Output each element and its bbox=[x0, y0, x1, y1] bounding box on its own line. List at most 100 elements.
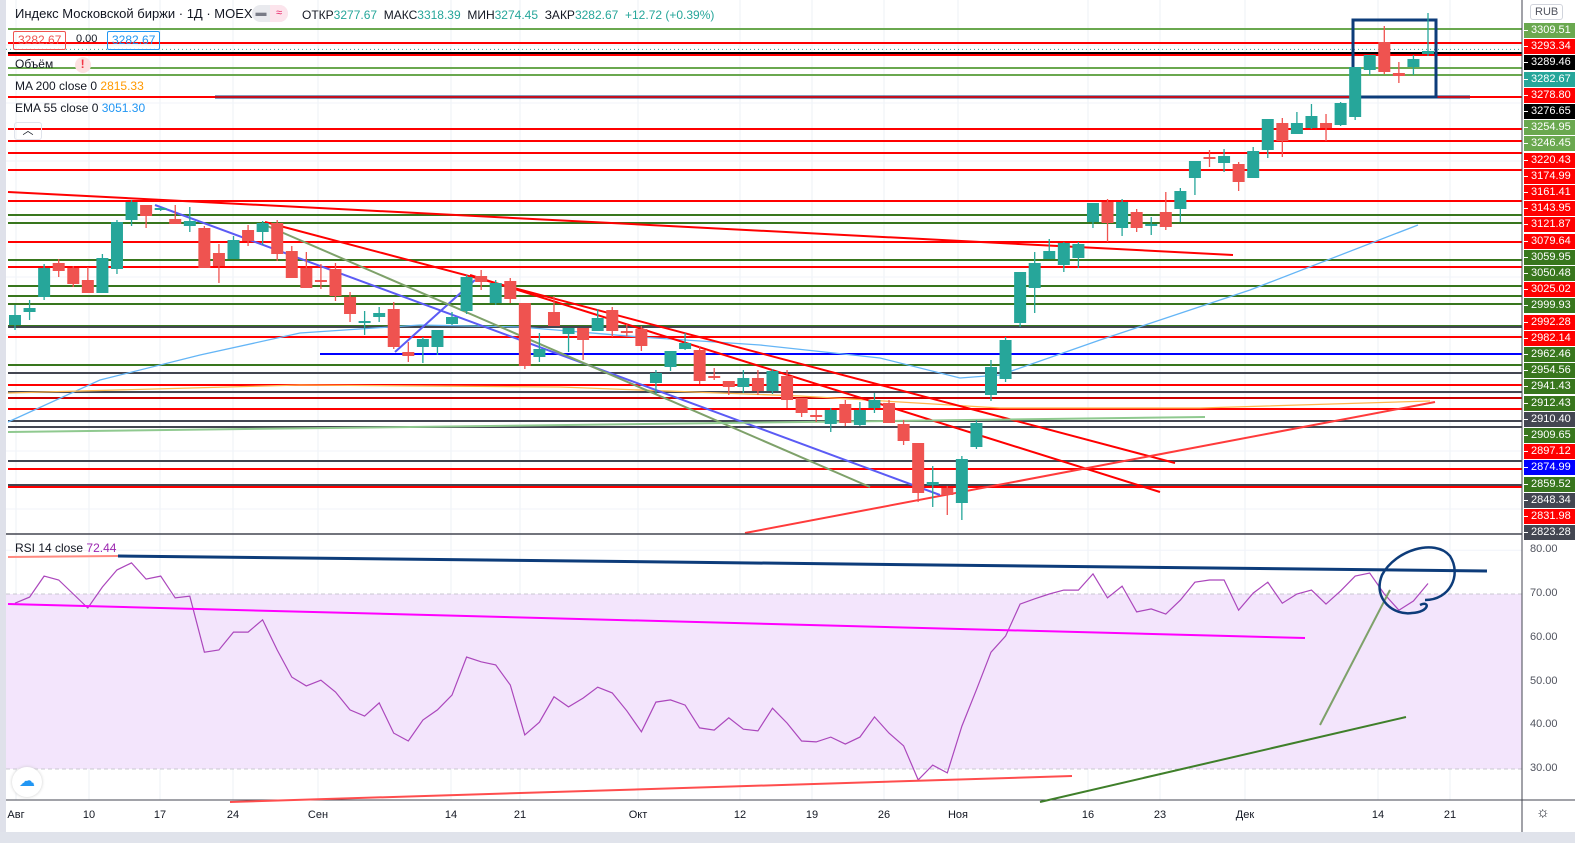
time-axis-label: 14 bbox=[1371, 809, 1385, 821]
candle-body bbox=[504, 281, 517, 299]
rsi-support-line bbox=[229, 775, 1073, 803]
candle-body bbox=[256, 223, 269, 232]
price-label: 2874.99 bbox=[1524, 460, 1575, 476]
close-label: ЗАКР bbox=[544, 8, 575, 22]
display-mode-toggle[interactable]: ▬ ≈ bbox=[252, 5, 288, 22]
candle-body bbox=[1407, 59, 1420, 67]
candle-body bbox=[577, 328, 590, 340]
candle-body bbox=[664, 351, 677, 367]
rsi-trend-line bbox=[1039, 716, 1407, 803]
trend-line bbox=[7, 416, 1206, 433]
symbol-title[interactable]: Индекс Московской биржи · 1Д · MOEX bbox=[15, 6, 253, 21]
candle-body bbox=[52, 263, 65, 271]
tradingview-logo-icon[interactable]: ☁ bbox=[12, 767, 42, 797]
candle-body bbox=[140, 205, 153, 216]
rsi-label: RSI 14 close bbox=[15, 541, 84, 555]
candle-body bbox=[1349, 67, 1362, 117]
candle-body bbox=[533, 349, 546, 357]
buy-price-box[interactable]: 3282.67 bbox=[107, 31, 161, 50]
candle-body bbox=[941, 488, 954, 495]
candle-body bbox=[431, 330, 444, 347]
candle-body bbox=[475, 276, 488, 282]
candle-body bbox=[547, 312, 560, 326]
candle-body bbox=[606, 310, 619, 331]
candle-body bbox=[271, 223, 284, 254]
time-axis-label: 24 bbox=[226, 809, 240, 821]
candle-body bbox=[285, 251, 298, 278]
candle-body bbox=[1130, 212, 1143, 228]
price-label: 2823.28 bbox=[1524, 525, 1575, 541]
candle-body bbox=[344, 297, 357, 314]
price-label: 3289.46 bbox=[1524, 55, 1575, 71]
time-axis-label: 10 bbox=[82, 809, 96, 821]
change-value: +12.72 (+0.39%) bbox=[625, 8, 715, 22]
time-axis-label: 14 bbox=[444, 809, 458, 821]
candle-body bbox=[955, 459, 968, 503]
candle-body bbox=[1305, 116, 1318, 128]
ema-line bbox=[7, 224, 1419, 423]
candle-body bbox=[839, 404, 852, 423]
candle-body bbox=[708, 376, 721, 378]
ema-label: EMA 55 close 0 bbox=[15, 101, 99, 115]
time-axis-label: Авг bbox=[7, 809, 25, 821]
time-axis-label: 21 bbox=[1443, 809, 1457, 821]
candle-body bbox=[23, 308, 36, 312]
ma-line bbox=[7, 384, 1431, 409]
price-label: 3174.99 bbox=[1524, 168, 1575, 184]
rsi-indicator[interactable]: RSI 14 close 72.44 bbox=[15, 541, 116, 555]
candle-body bbox=[984, 367, 997, 395]
candle-body bbox=[373, 313, 386, 317]
rsi-axis-label: 30.00 bbox=[1530, 762, 1558, 774]
candle-body bbox=[926, 482, 939, 485]
sell-price-box[interactable]: 3282.67 bbox=[13, 31, 67, 50]
candle-body bbox=[1247, 151, 1260, 178]
collapse-legend-button[interactable]: ︿ bbox=[14, 122, 42, 140]
candle-body bbox=[737, 378, 750, 387]
price-label: 2962.46 bbox=[1524, 347, 1575, 362]
candle-body bbox=[1014, 272, 1027, 323]
price-label: 3143.95 bbox=[1524, 201, 1575, 217]
candle-body bbox=[853, 410, 866, 425]
candle-body bbox=[169, 219, 182, 224]
warning-icon[interactable]: ! bbox=[74, 57, 91, 73]
bottom-panel-edge bbox=[0, 832, 1575, 843]
candle-body bbox=[1101, 202, 1114, 223]
candle-body bbox=[1334, 103, 1347, 125]
low-value: 3274.45 bbox=[494, 8, 539, 22]
price-label: 3246.45 bbox=[1524, 136, 1575, 152]
candle-body bbox=[1072, 244, 1085, 258]
price-label: 2909.65 bbox=[1524, 428, 1575, 443]
approx-icon[interactable]: ≈ bbox=[270, 5, 288, 22]
price-label: 2982.14 bbox=[1524, 330, 1575, 346]
time-axis-label: 21 bbox=[513, 809, 527, 821]
rsi-resistance-line bbox=[117, 554, 1488, 573]
rsi-value: 72.44 bbox=[86, 541, 117, 555]
currency-button[interactable]: RUB bbox=[1530, 4, 1564, 20]
price-label: 3050.48 bbox=[1524, 266, 1575, 281]
ema-indicator[interactable]: EMA 55 close 0 3051.30 bbox=[15, 101, 145, 115]
time-axis-label: Ноя bbox=[947, 809, 969, 821]
candle-body bbox=[1145, 224, 1158, 226]
candle-body bbox=[198, 228, 211, 268]
candle-body bbox=[300, 268, 313, 288]
spread-value: 0.00 bbox=[76, 33, 98, 45]
ma-indicator[interactable]: MA 200 close 0 2815.33 bbox=[15, 79, 144, 93]
candle-body bbox=[1290, 123, 1303, 134]
candle-body bbox=[999, 340, 1012, 379]
candle-body bbox=[358, 321, 371, 323]
volume-indicator[interactable]: Объём ! bbox=[15, 57, 91, 73]
candle-body bbox=[693, 350, 706, 381]
candle-body bbox=[1363, 55, 1376, 70]
candle-body bbox=[489, 283, 502, 303]
open-value: 3277.67 bbox=[333, 8, 378, 22]
candle-body bbox=[1188, 161, 1201, 178]
candle-body bbox=[1159, 212, 1172, 227]
time-axis-label: Сен bbox=[307, 809, 329, 821]
candle-body bbox=[460, 277, 473, 311]
candle-body bbox=[824, 410, 837, 424]
price-label: 2859.52 bbox=[1524, 476, 1575, 492]
settings-gear-icon[interactable]: ☼ bbox=[1536, 804, 1550, 821]
candle-body bbox=[67, 268, 80, 284]
minus-icon[interactable]: ▬ bbox=[255, 7, 267, 19]
